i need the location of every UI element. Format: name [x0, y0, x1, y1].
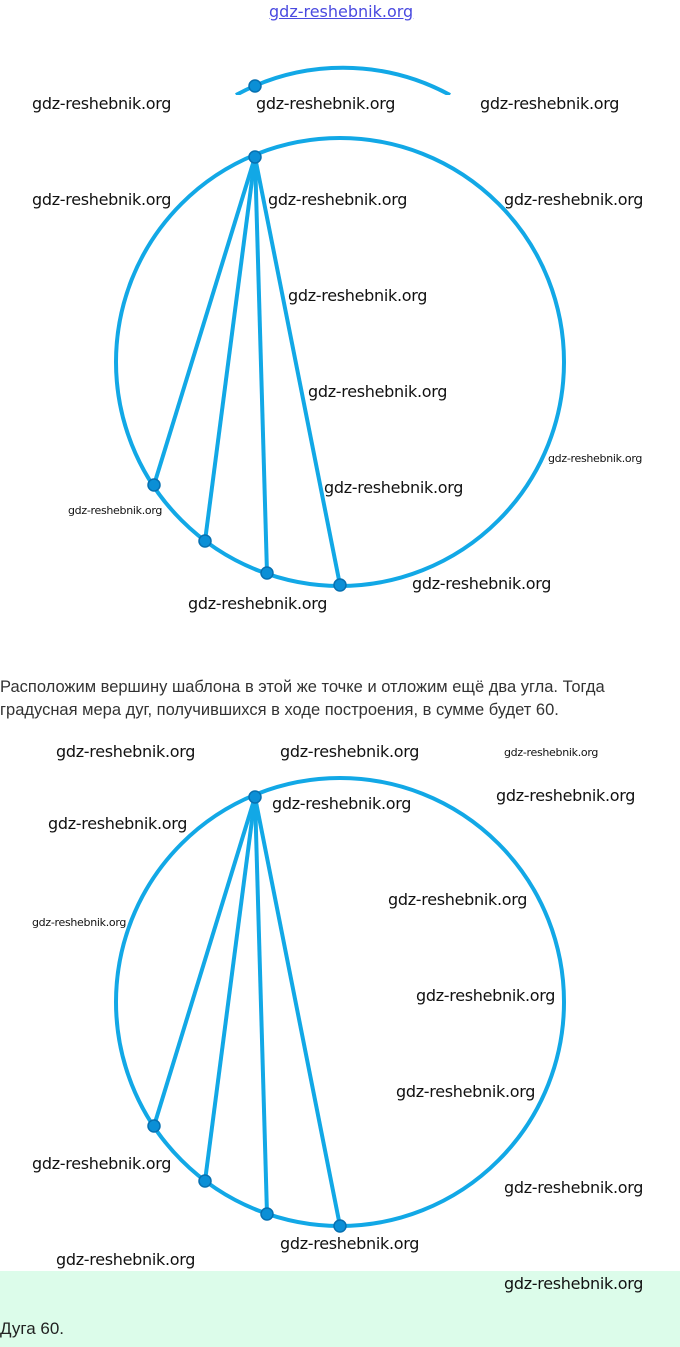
watermark: gdz-reshebnik.org [32, 1154, 172, 1173]
vertex-point [248, 790, 262, 804]
watermark: gdz-reshebnik.org [504, 190, 644, 209]
chord [203, 796, 257, 1182]
point [333, 1219, 347, 1233]
point [198, 1174, 212, 1188]
watermark: gdz-reshebnik.org [388, 890, 528, 909]
watermark: gdz-reshebnik.org [416, 986, 556, 1005]
figure-circle-1 [114, 136, 566, 592]
watermark: gdz-reshebnik.org [32, 94, 172, 113]
watermark: gdz-reshebnik.org [548, 452, 643, 465]
point [248, 79, 262, 93]
point [147, 478, 161, 492]
watermark: gdz-reshebnik.org [32, 916, 127, 929]
watermark: gdz-reshebnik.org [288, 286, 428, 305]
solution-paragraph: Расположим вершину шаблона в этой же точ… [0, 678, 605, 719]
point [260, 566, 274, 580]
watermark: gdz-reshebnik.org [396, 1082, 536, 1101]
arc [235, 65, 451, 95]
watermark: gdz-reshebnik.org [480, 94, 620, 113]
figure-circle-2 [114, 776, 566, 1233]
watermark: gdz-reshebnik.org [68, 504, 163, 517]
watermark: gdz-reshebnik.org [32, 190, 172, 209]
watermark: gdz-reshebnik.org [56, 1250, 196, 1269]
point [333, 578, 347, 592]
chord [152, 156, 257, 486]
chord [152, 796, 257, 1127]
point [198, 534, 212, 548]
watermark: gdz-reshebnik.org [412, 574, 552, 593]
point [260, 1207, 274, 1221]
watermark: gdz-reshebnik.org [48, 814, 188, 833]
figure-partial-arc [235, 65, 451, 95]
chord [253, 156, 269, 574]
watermark: gdz-reshebnik.org [496, 786, 636, 805]
answer-text: Дуга 60. [0, 1319, 65, 1338]
chord [253, 796, 342, 1227]
chord [253, 156, 342, 586]
answer-box: Дуга 60. [0, 1271, 680, 1347]
vertex-point [248, 150, 262, 164]
watermark: gdz-reshebnik.org [280, 742, 420, 761]
watermark: gdz-reshebnik.org [504, 1274, 644, 1293]
watermark: gdz-reshebnik.org [504, 746, 599, 759]
point [147, 1119, 161, 1133]
chord [203, 156, 257, 542]
watermark: gdz-reshebnik.org [324, 478, 464, 497]
site-link[interactable]: gdz-reshebnik.org [269, 2, 414, 21]
watermark: gdz-reshebnik.org [308, 382, 448, 401]
watermark: gdz-reshebnik.org [256, 94, 396, 113]
watermark: gdz-reshebnik.org [272, 794, 412, 813]
watermark: gdz-reshebnik.org [280, 1234, 420, 1253]
watermark: gdz-reshebnik.org [56, 742, 196, 761]
watermark: gdz-reshebnik.org [188, 594, 328, 613]
watermark: gdz-reshebnik.org [268, 190, 408, 209]
watermark: gdz-reshebnik.org [504, 1178, 644, 1197]
chord [253, 796, 269, 1215]
